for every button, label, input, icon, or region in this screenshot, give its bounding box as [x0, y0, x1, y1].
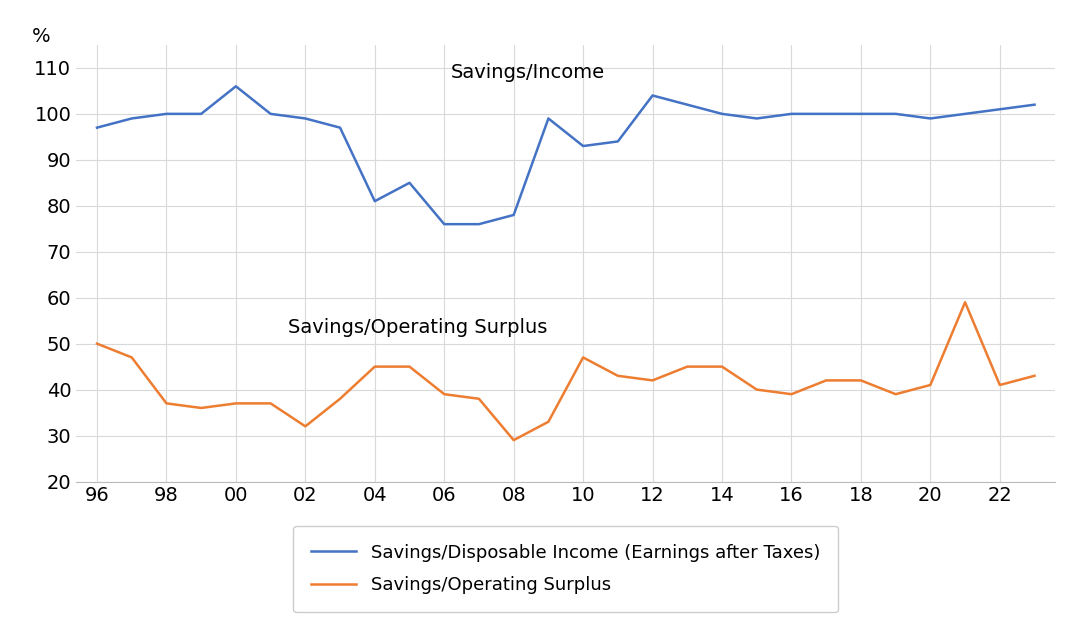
Savings/Operating Surplus [437, 390, 450, 398]
Savings/Operating Surplus [90, 340, 103, 347]
Legend: Savings/Disposable Income (Earnings after Taxes), Savings/Operating Surplus: Savings/Disposable Income (Earnings afte… [294, 526, 838, 612]
Line: Savings/Operating Surplus: Savings/Operating Surplus [97, 302, 1035, 440]
Savings/Disposable Income (Earnings after Taxes) [1028, 101, 1041, 108]
Savings/Disposable Income (Earnings after Taxes) [264, 110, 277, 117]
Savings/Disposable Income (Earnings after Taxes) [959, 110, 972, 117]
Savings/Operating Surplus [784, 390, 798, 398]
Savings/Operating Surplus [507, 437, 520, 444]
Savings/Operating Surplus [403, 363, 416, 370]
Savings/Disposable Income (Earnings after Taxes) [125, 115, 138, 123]
Savings/Disposable Income (Earnings after Taxes) [160, 110, 173, 117]
Savings/Operating Surplus [889, 390, 902, 398]
Savings/Operating Surplus [1028, 372, 1041, 379]
Savings/Disposable Income (Earnings after Taxes) [889, 110, 902, 117]
Savings/Operating Surplus [611, 372, 625, 379]
Savings/Disposable Income (Earnings after Taxes) [924, 115, 937, 123]
Text: Savings/Operating Surplus: Savings/Operating Surplus [288, 318, 547, 337]
Savings/Disposable Income (Earnings after Taxes) [577, 142, 590, 150]
Savings/Operating Surplus [959, 299, 972, 306]
Savings/Operating Surplus [681, 363, 694, 370]
Savings/Disposable Income (Earnings after Taxes) [646, 92, 659, 100]
Savings/Disposable Income (Earnings after Taxes) [819, 110, 832, 117]
Savings/Operating Surplus [230, 399, 243, 407]
Savings/Disposable Income (Earnings after Taxes) [472, 220, 485, 228]
Savings/Disposable Income (Earnings after Taxes) [90, 124, 103, 132]
Savings/Disposable Income (Earnings after Taxes) [403, 179, 416, 187]
Savings/Operating Surplus [646, 377, 659, 385]
Savings/Disposable Income (Earnings after Taxes) [507, 211, 520, 219]
Savings/Operating Surplus [125, 354, 138, 361]
Savings/Operating Surplus [577, 354, 590, 361]
Savings/Disposable Income (Earnings after Taxes) [854, 110, 867, 117]
Text: %: % [33, 28, 51, 46]
Savings/Disposable Income (Earnings after Taxes) [611, 137, 625, 145]
Savings/Operating Surplus [542, 418, 555, 426]
Savings/Operating Surplus [334, 395, 347, 403]
Savings/Operating Surplus [472, 395, 485, 403]
Savings/Operating Surplus [854, 377, 867, 385]
Savings/Disposable Income (Earnings after Taxes) [993, 105, 1006, 113]
Savings/Operating Surplus [819, 377, 832, 385]
Savings/Operating Surplus [751, 386, 764, 394]
Savings/Operating Surplus [264, 399, 277, 407]
Savings/Operating Surplus [195, 404, 208, 412]
Savings/Disposable Income (Earnings after Taxes) [334, 124, 347, 132]
Savings/Operating Surplus [993, 381, 1006, 389]
Savings/Disposable Income (Earnings after Taxes) [716, 110, 729, 117]
Savings/Operating Surplus [299, 422, 312, 430]
Savings/Disposable Income (Earnings after Taxes) [542, 115, 555, 123]
Savings/Disposable Income (Earnings after Taxes) [681, 101, 694, 108]
Savings/Disposable Income (Earnings after Taxes) [230, 82, 243, 90]
Savings/Disposable Income (Earnings after Taxes) [751, 115, 764, 123]
Savings/Disposable Income (Earnings after Taxes) [299, 115, 312, 123]
Text: Savings/Income: Savings/Income [452, 63, 605, 82]
Savings/Disposable Income (Earnings after Taxes) [784, 110, 798, 117]
Line: Savings/Disposable Income (Earnings after Taxes): Savings/Disposable Income (Earnings afte… [97, 86, 1035, 224]
Savings/Disposable Income (Earnings after Taxes) [368, 197, 381, 205]
Savings/Disposable Income (Earnings after Taxes) [437, 220, 450, 228]
Savings/Disposable Income (Earnings after Taxes) [195, 110, 208, 117]
Savings/Operating Surplus [924, 381, 937, 389]
Savings/Operating Surplus [716, 363, 729, 370]
Savings/Operating Surplus [368, 363, 381, 370]
Savings/Operating Surplus [160, 399, 173, 407]
